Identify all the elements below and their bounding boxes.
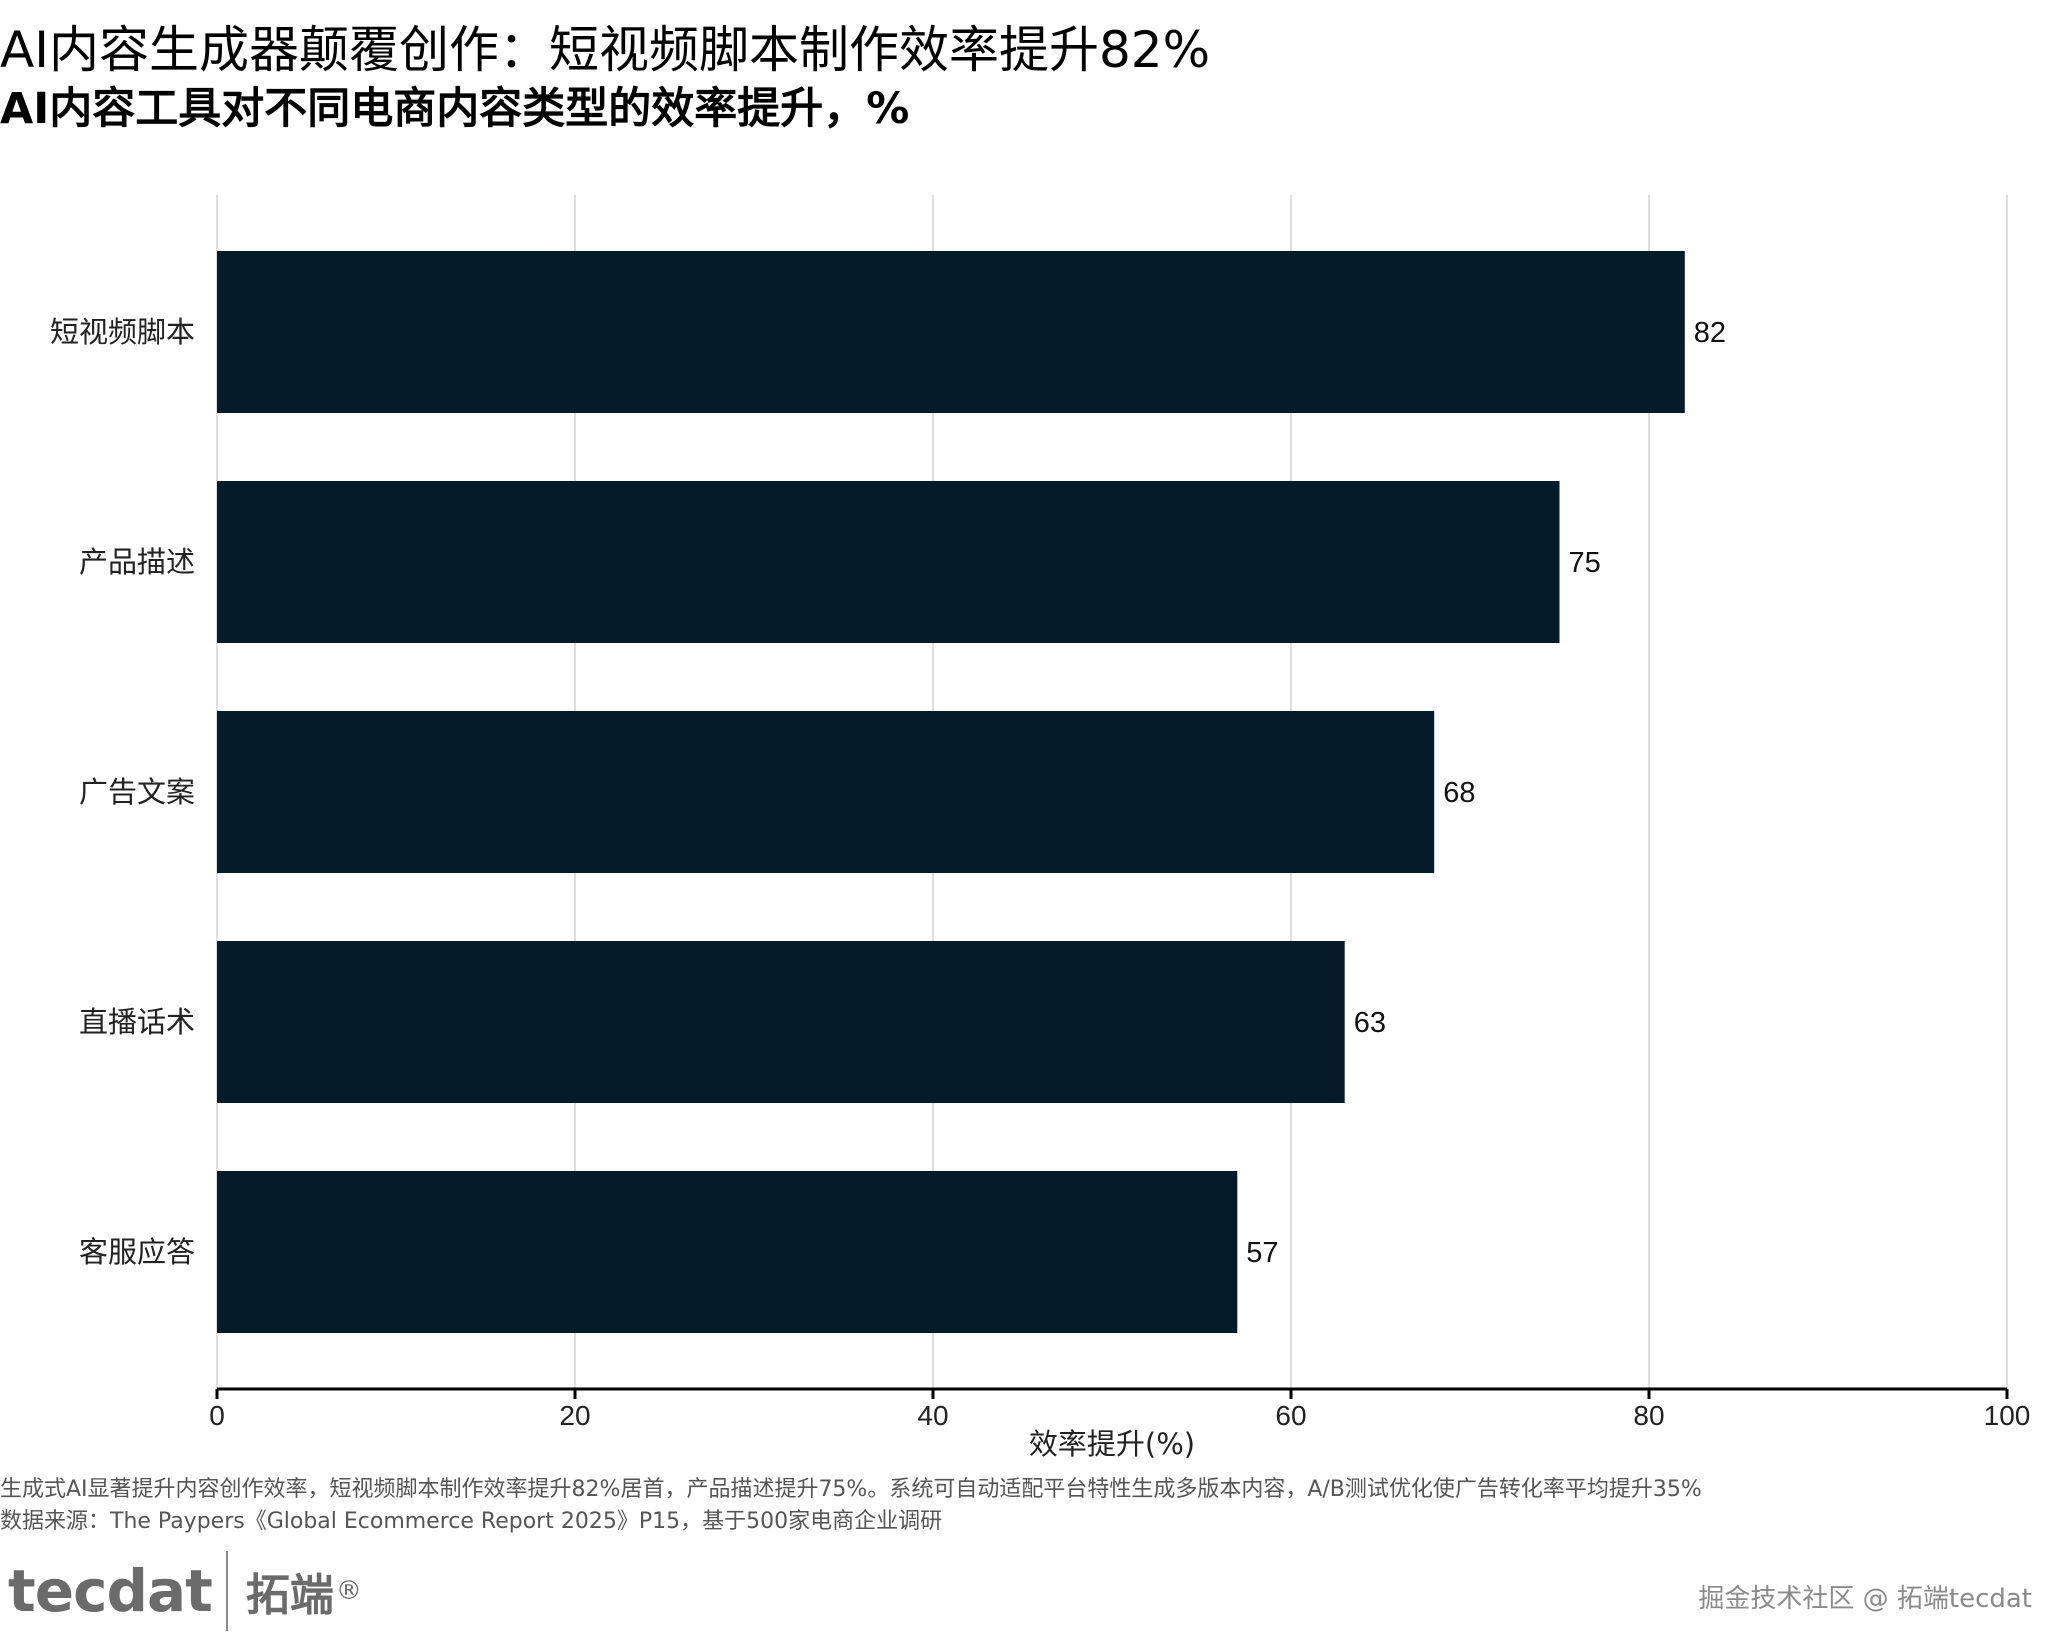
- data-label: 75: [1569, 547, 1601, 579]
- registered-mark: ®: [335, 1576, 362, 1606]
- x-tick-label: 100: [1984, 1400, 2031, 1431]
- category-label: 客服应答: [79, 1235, 195, 1269]
- x-tick-label: 40: [917, 1400, 948, 1431]
- brand-logo: tecdat 拓端 ®: [8, 1550, 362, 1632]
- x-tick-label: 80: [1633, 1400, 1664, 1431]
- bar: [217, 481, 1560, 643]
- data-label: 82: [1694, 317, 1726, 349]
- x-tick-label: 0: [209, 1400, 225, 1431]
- bar: [217, 251, 1685, 413]
- logo-wordmark: tecdat: [8, 1557, 213, 1625]
- category-label: 短视频脚本: [50, 315, 195, 349]
- category-label: 产品描述: [79, 545, 195, 579]
- bar: [217, 711, 1435, 873]
- logo-divider: [225, 1551, 228, 1631]
- chart-subtitle: AI内容工具对不同电商内容类型的效率提升，%: [0, 84, 910, 134]
- x-axis: 0 20 40 60 80 100 效率提升(%): [209, 1387, 2031, 1461]
- data-label: 57: [1246, 1237, 1278, 1269]
- x-tick-label: 20: [559, 1400, 590, 1431]
- category-label: 广告文案: [79, 775, 195, 809]
- watermark: 掘金技术社区 @ 拓端tecdat: [1698, 1584, 2032, 1614]
- bars: [217, 251, 1685, 1333]
- logo-chinese-name: 拓端: [245, 1570, 334, 1621]
- bar: [217, 941, 1345, 1103]
- chart-title: AI内容生成器颠覆创作：短视频脚本制作效率提升82%: [0, 21, 1211, 79]
- labels: 短视频脚本 82 产品描述 75 广告文案 68 直播话术 63 客服应答 57: [50, 315, 1726, 1269]
- chart-footnote: 生成式AI显著提升内容创作效率，短视频脚本制作效率提升82%居首，产品描述提升7…: [0, 1477, 1702, 1502]
- x-tick-label: 60: [1275, 1400, 1306, 1431]
- data-source: 数据来源：The Paypers《Global Ecommerce Report…: [0, 1509, 943, 1534]
- data-label: 68: [1443, 777, 1475, 809]
- x-axis-title: 效率提升(%): [1029, 1427, 1195, 1461]
- category-label: 直播话术: [79, 1005, 195, 1039]
- bar: [217, 1171, 1238, 1333]
- data-label: 63: [1354, 1007, 1386, 1039]
- bar-chart: 0 20 40 60 80 100 效率提升(%) 短视频脚本 82 产品描述 75 广告文案 68 直…: [50, 195, 2031, 1461]
